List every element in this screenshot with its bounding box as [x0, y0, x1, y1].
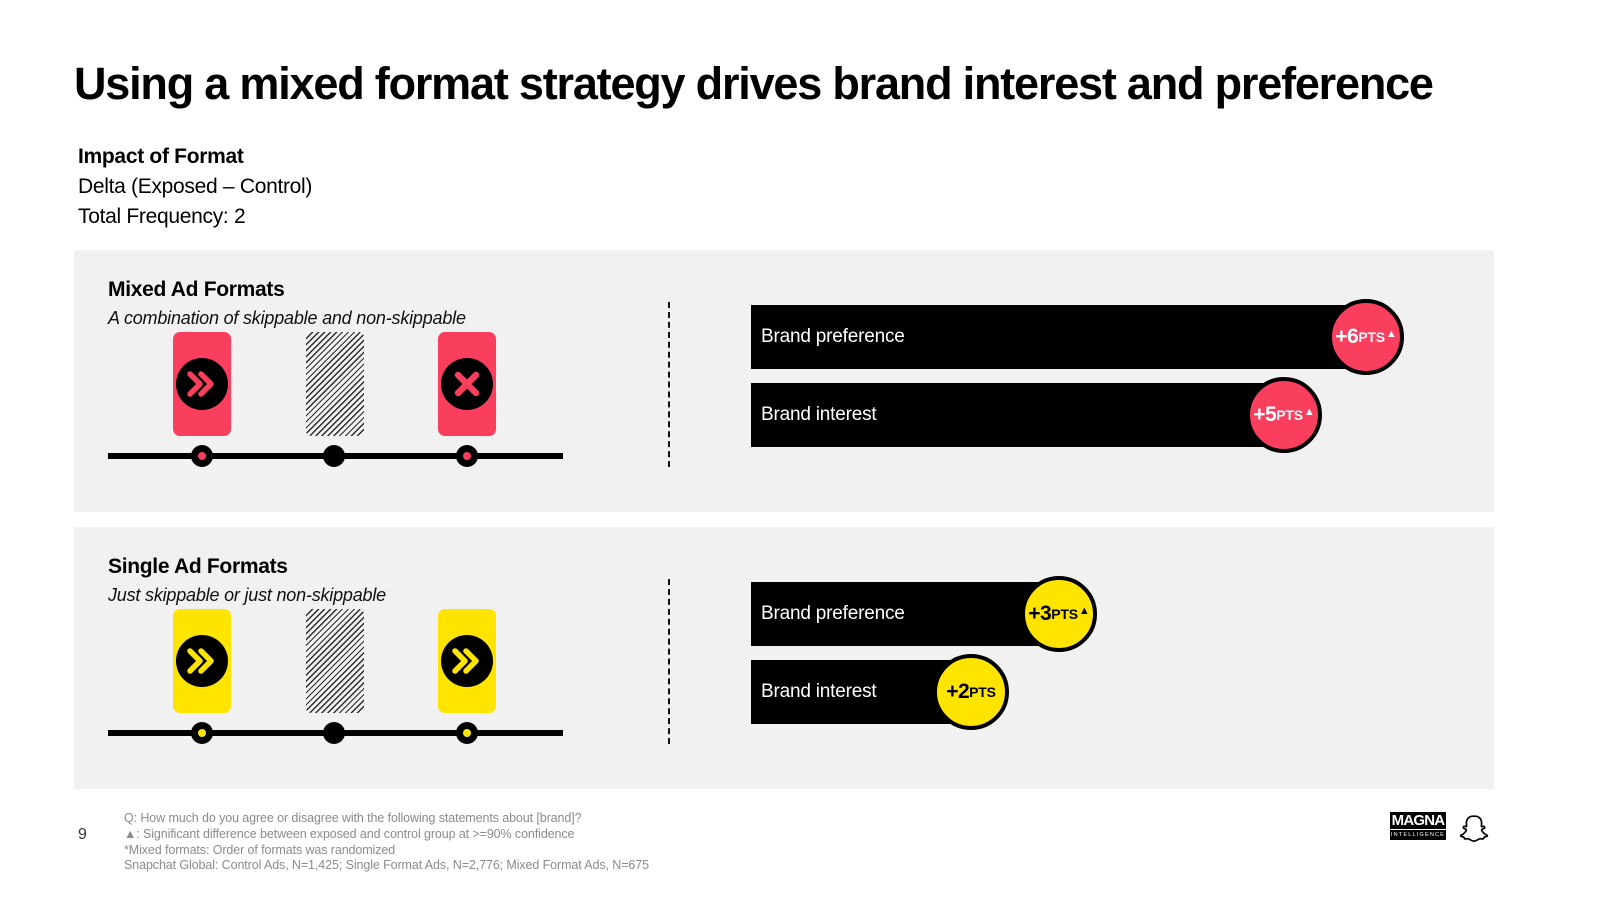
bar-value-badge: +3 PTS ▲ [1021, 576, 1097, 652]
significance-triangle-icon: ▲ [1385, 327, 1397, 340]
footnotes: Q: How much do you agree or disagree wit… [124, 811, 649, 874]
bar-fill [751, 383, 1284, 447]
bar-chart-mixed: Brand preference +6 PTS ▲ Brand interest… [751, 299, 1451, 465]
double-chevron-icon [176, 635, 228, 687]
footnote-question: Q: How much do you agree or disagree wit… [124, 811, 582, 825]
panel-single-heading: Single Ad Formats Just skippable or just… [108, 554, 386, 608]
timeline-dot-3 [456, 722, 478, 744]
bar-value: +5 [1253, 403, 1277, 426]
format-tile-hatched [306, 609, 364, 713]
format-tile-skippable [438, 609, 496, 713]
bar-category-label: Brand preference [761, 326, 905, 347]
magna-wordmark: MAGNA [1390, 812, 1446, 829]
subheader-line-1: Impact of Format [78, 145, 244, 168]
page-title: Using a mixed format strategy drives bra… [74, 58, 1434, 109]
panel-mixed-heading: Mixed Ad Formats A combination of skippa… [108, 277, 466, 331]
bar-unit: PTS [1276, 407, 1303, 423]
magna-logo: MAGNA INTELLIGENCE [1390, 812, 1446, 840]
bar-unit: PTS [969, 684, 996, 700]
panel-single-subtitle: Just skippable or just non-skippable [108, 585, 386, 605]
bar-value-badge: +2 PTS [933, 654, 1009, 730]
panel-divider-single [668, 579, 670, 744]
panel-mixed-ad-formats: Mixed Ad Formats A combination of skippa… [74, 250, 1494, 512]
bar-category-label: Brand preference [761, 603, 905, 624]
bar-unit: PTS [1358, 329, 1385, 345]
page-number: 9 [78, 826, 87, 843]
bar-unit: PTS [1051, 606, 1078, 622]
panel-mixed-subtitle: A combination of skippable and non-skipp… [108, 308, 466, 328]
timeline-dot-2 [323, 445, 345, 467]
bar-fill [751, 305, 1366, 369]
magna-subwordmark: INTELLIGENCE [1390, 830, 1446, 840]
format-tile-hatched [306, 332, 364, 436]
bar-value-badge: +6 PTS ▲ [1328, 299, 1404, 375]
bar-category-label: Brand interest [761, 681, 877, 702]
timeline-dot-1 [191, 722, 213, 744]
footnote-significance: ▲: Significant difference between expose… [124, 826, 575, 841]
bar-value: +6 [1335, 325, 1359, 348]
timeline-dot-3 [456, 445, 478, 467]
panel-divider-mixed [668, 302, 670, 467]
panel-single-title: Single Ad Formats [108, 555, 288, 578]
timeline-single [108, 713, 608, 755]
double-chevron-icon [176, 358, 228, 410]
format-tiles-mixed [108, 332, 608, 436]
subheader-line-2: Delta (Exposed – Control) [78, 175, 313, 198]
double-chevron-icon [441, 635, 493, 687]
bar-fill [751, 582, 1059, 646]
panel-single-ad-formats: Single Ad Formats Just skippable or just… [74, 527, 1494, 789]
x-close-icon [441, 358, 493, 410]
bar-chart-single: Brand preference +3 PTS ▲ Brand interest… [751, 576, 1451, 742]
subheader-block: Impact of Format Delta (Exposed – Contro… [78, 142, 312, 232]
bar-value-badge: +5 PTS ▲ [1246, 377, 1322, 453]
bar-category-label: Brand interest [761, 404, 877, 425]
format-tile-skippable [173, 332, 231, 436]
format-tile-non-skippable [438, 332, 496, 436]
bar-value: +2 [946, 680, 970, 703]
format-sequence-single [108, 609, 608, 754]
timeline-mixed [108, 436, 608, 478]
timeline-dot-1 [191, 445, 213, 467]
snapchat-ghost-icon [1458, 812, 1492, 846]
panel-mixed-title: Mixed Ad Formats [108, 278, 285, 301]
footnote-mixed-formats: *Mixed formats: Order of formats was ran… [124, 842, 396, 857]
timeline-dot-2 [323, 722, 345, 744]
significance-triangle-icon: ▲ [1078, 604, 1090, 617]
format-tiles-single [108, 609, 608, 713]
bar-value: +3 [1028, 602, 1052, 625]
format-tile-skippable [173, 609, 231, 713]
format-sequence-mixed [108, 332, 608, 477]
subheader-line-3: Total Frequency: 2 [78, 205, 246, 228]
footnote-sample-sizes: Snapchat Global: Control Ads, N=1,425; S… [124, 858, 649, 873]
significance-triangle-icon: ▲ [1303, 405, 1315, 418]
